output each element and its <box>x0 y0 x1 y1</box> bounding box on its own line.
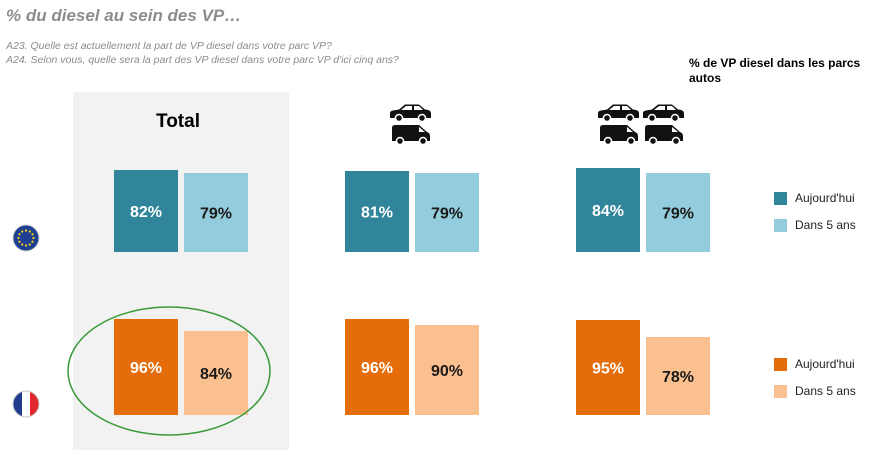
legend-eu-5y: Dans 5 ans <box>774 218 865 233</box>
car-icon <box>390 104 431 123</box>
bar-fr-0-today <box>114 319 178 415</box>
bar-eu-2-5y <box>646 173 710 252</box>
bar-value-label: 96% <box>130 360 162 377</box>
van-icon <box>392 125 430 145</box>
bar-fr-1-today <box>345 319 409 415</box>
bar-value-label: 84% <box>200 366 232 383</box>
bar-value-label: 84% <box>592 203 624 220</box>
bar-value-label: 81% <box>361 205 393 222</box>
bar-eu-0-5y <box>184 173 248 252</box>
legend-swatch <box>774 192 787 205</box>
eu-flag-icon <box>12 224 40 252</box>
bar-fr-2-today <box>576 320 640 415</box>
bar-value-label: 79% <box>431 206 463 223</box>
page-title: % du diesel au sein des VP… <box>6 6 242 25</box>
bar-eu-0-today <box>114 170 178 252</box>
bar-eu-2-today <box>576 168 640 252</box>
legend-fr-5y: Dans 5 ans <box>774 384 865 399</box>
car-van-icon <box>390 104 431 145</box>
bar-value-label: 78% <box>662 369 694 386</box>
bar-fr-0-5y <box>184 331 248 415</box>
bar-value-label: 79% <box>662 206 694 223</box>
question-a23: A23. Quelle est actuellement la part de … <box>6 40 332 52</box>
cars-vans-icon <box>598 104 684 145</box>
legend-swatch <box>774 358 787 371</box>
bar-fr-2-5y <box>646 337 710 415</box>
legend-swatch <box>774 385 787 398</box>
bar-eu-1-5y <box>415 173 479 252</box>
car-icon <box>598 104 639 123</box>
legend-fr-today: Aujourd'hui <box>774 357 865 372</box>
question-a24: A24. Selon vous, quelle sera la part des… <box>6 54 399 66</box>
van-icon <box>600 125 638 145</box>
car-icon <box>643 104 684 123</box>
legend-eu-today: Aujourd'hui <box>774 191 865 206</box>
total-column-background <box>73 92 289 450</box>
france-flag-icon <box>12 390 40 418</box>
highlight-ellipse <box>67 306 271 436</box>
bar-value-label: 90% <box>431 363 463 380</box>
total-label: Total <box>156 111 200 132</box>
van-icon <box>645 125 683 145</box>
legend-swatch <box>774 219 787 232</box>
bar-value-label: 96% <box>361 360 393 377</box>
legend-title: % de VP diesel dans les parcs autos <box>689 56 861 85</box>
bar-value-label: 95% <box>592 361 624 378</box>
bar-eu-1-today <box>345 171 409 252</box>
bar-value-label: 82% <box>130 204 162 221</box>
bar-fr-1-5y <box>415 325 479 415</box>
bar-value-label: 79% <box>200 206 232 223</box>
